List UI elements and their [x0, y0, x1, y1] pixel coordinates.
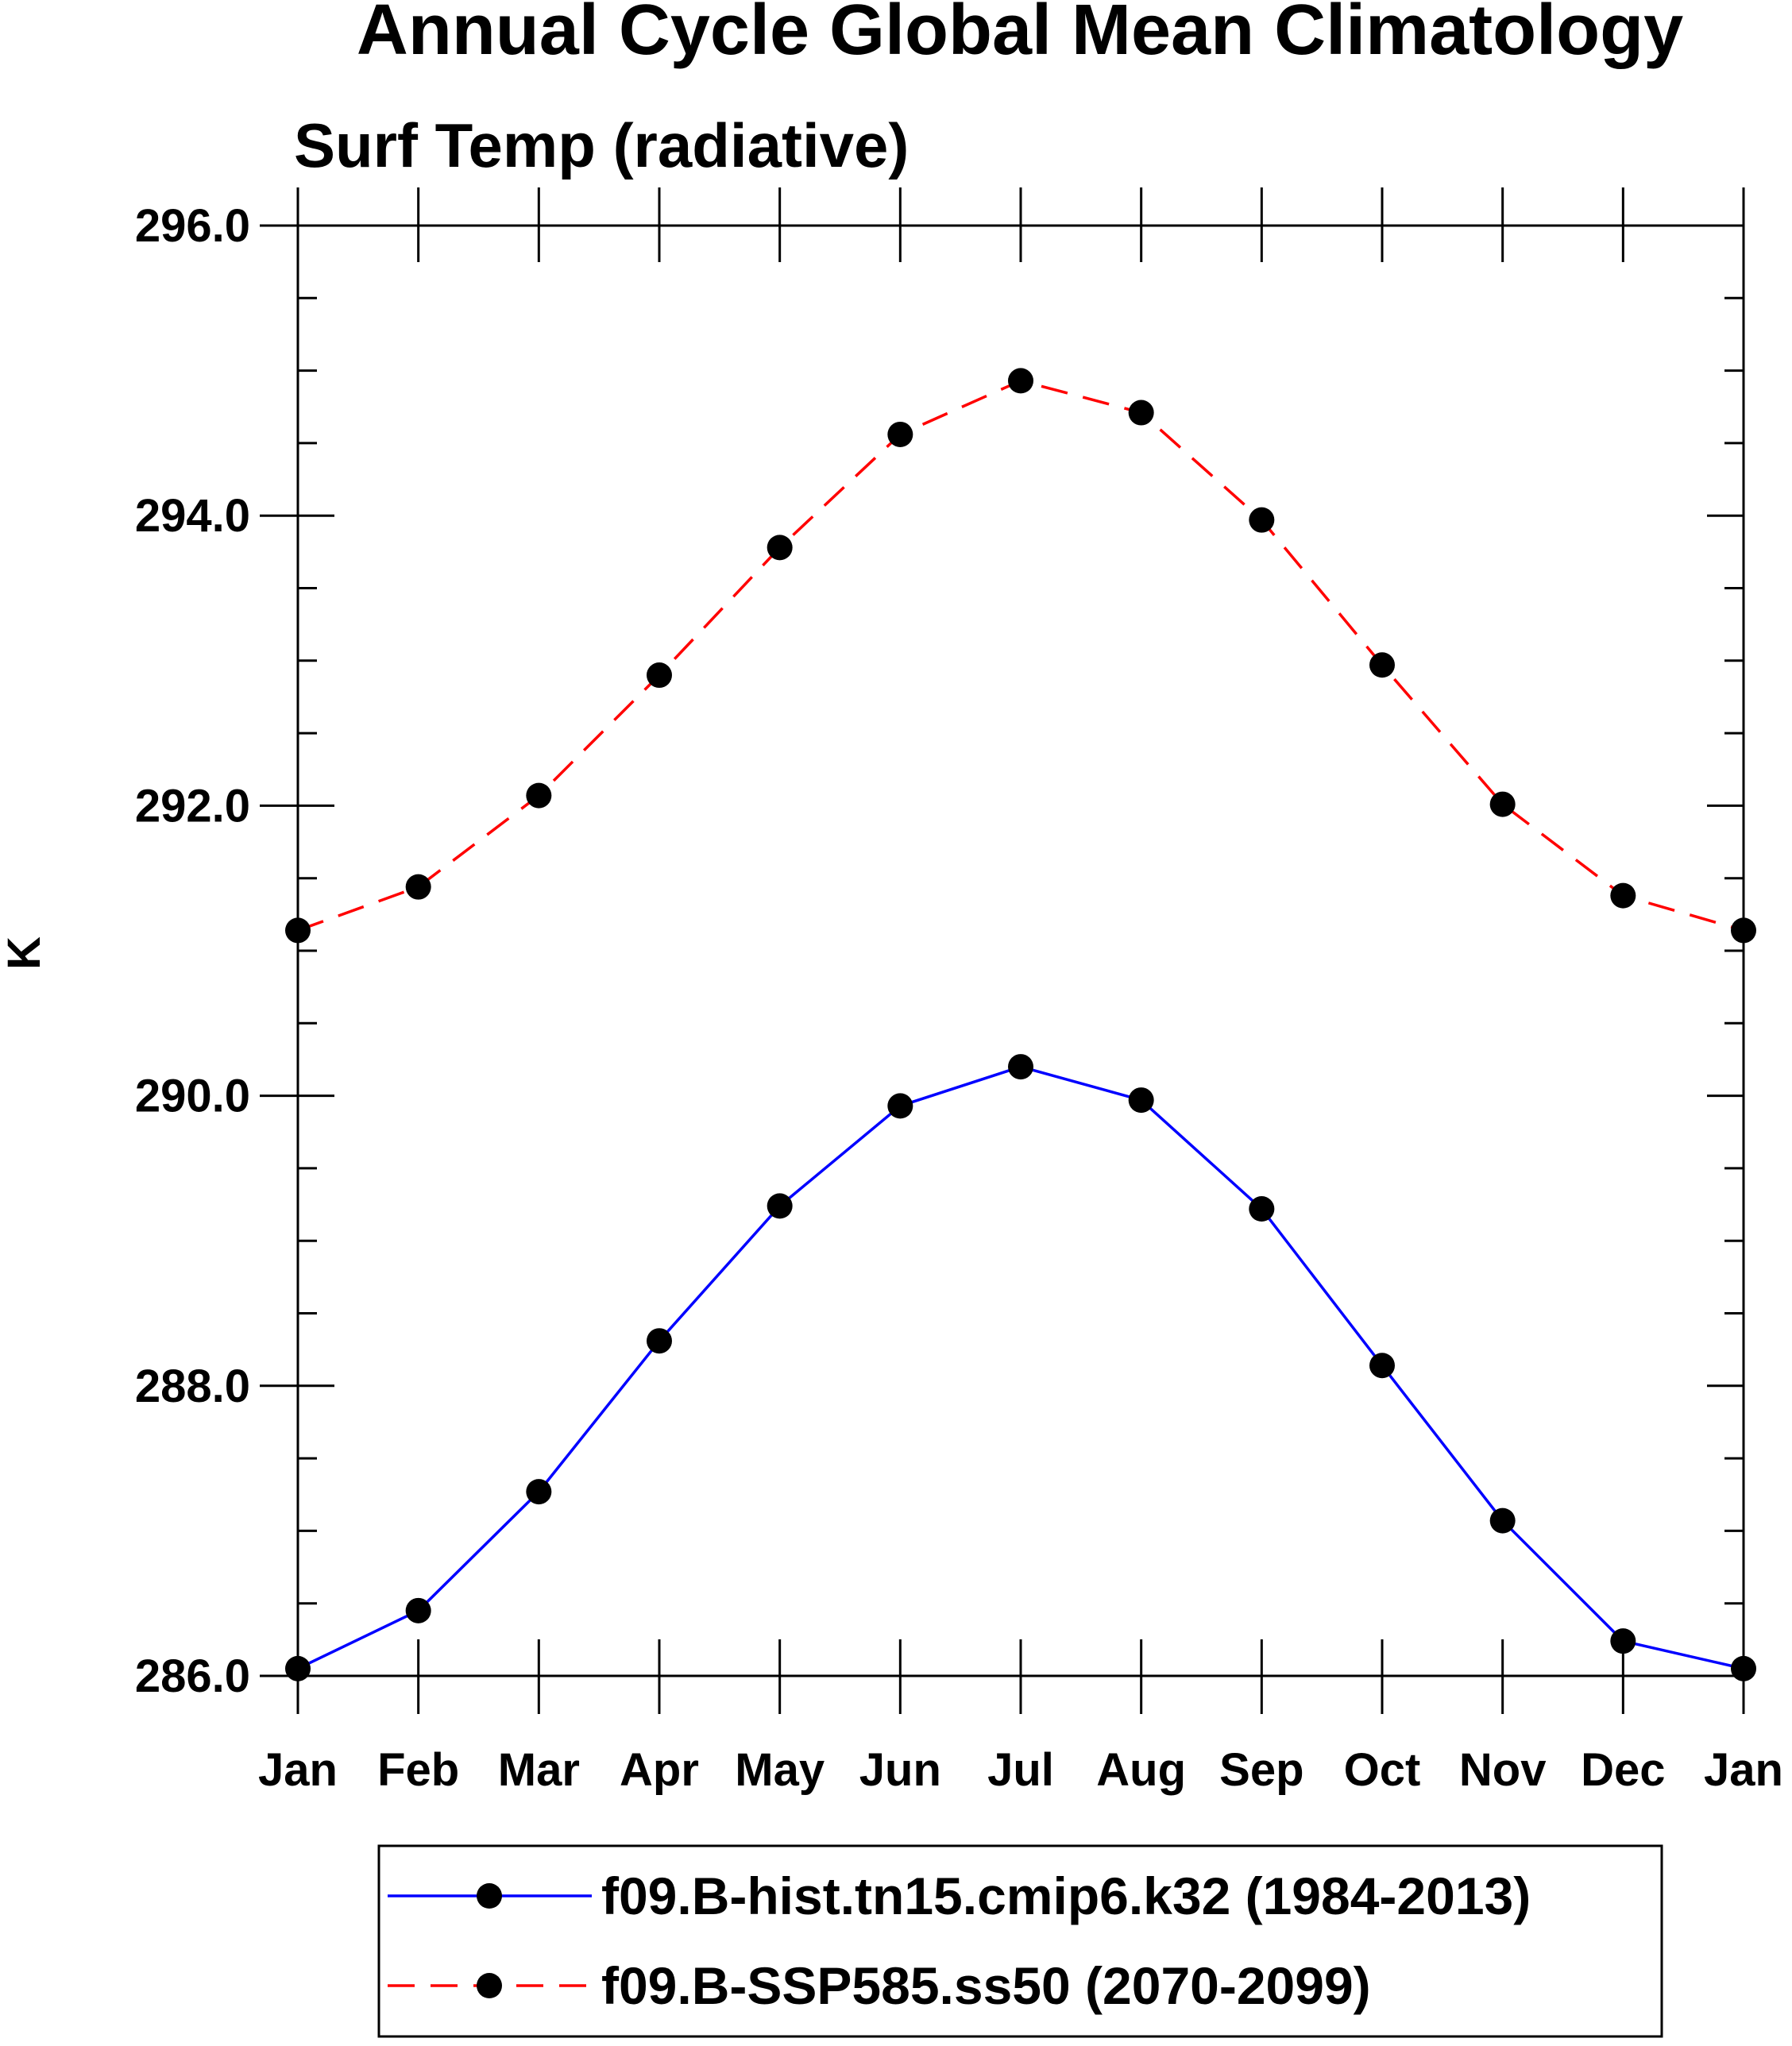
x-tick-label: Jan [1704, 1744, 1783, 1796]
plot-frame [296, 224, 1745, 1677]
legend-label-hist: f09.B-hist.tn15.cmip6.k32 (1984-2013) [601, 1866, 1531, 1925]
legend-marker-hist [477, 1883, 502, 1909]
legend-box [377, 1844, 1663, 2038]
y-tick-label: 296.0 [135, 200, 250, 252]
series-0-point [1731, 1655, 1756, 1681]
axis-ticks: 286.0 288.0 290.0 292.0 294.0 296.0 Jan Feb Mar A… [135, 187, 1783, 1796]
series-1-point [526, 782, 552, 809]
x-tick-label: Dec [1581, 1744, 1665, 1796]
series-0-point [1008, 1054, 1033, 1080]
series-0-point [1249, 1196, 1275, 1222]
x-tick-label: Nov [1459, 1744, 1547, 1796]
series-0-point [526, 1479, 552, 1505]
series-1-point [1489, 791, 1516, 817]
y-tick-label: 290.0 [135, 1071, 250, 1122]
series-0-point [1610, 1628, 1636, 1654]
y-tick-label: 294.0 [135, 490, 250, 542]
x-tick-label: Jan [258, 1744, 338, 1796]
chart-title: Annual Cycle Global Mean Climatology [357, 0, 1683, 70]
x-tick-label: Mar [498, 1744, 580, 1796]
x-tick-label: Apr [620, 1744, 699, 1796]
series-0-point [767, 1193, 793, 1219]
series-0-point [1489, 1507, 1516, 1534]
x-tick-label: Jun [859, 1744, 941, 1796]
y-tick-label: 292.0 [135, 780, 250, 832]
series-1-point [1128, 400, 1154, 426]
series-1-point [285, 917, 311, 944]
legend-label-ssp585: f09.B-SSP585.ss50 (2070-2099) [601, 1956, 1371, 2015]
chart-subtitle: Surf Temp (radiative) [294, 110, 909, 180]
series-0-point [1369, 1353, 1395, 1379]
y-axis-label: K [0, 936, 50, 970]
series-0-point [285, 1655, 311, 1681]
y-tick-label: 288.0 [135, 1361, 250, 1412]
series-line-0 [297, 1065, 1744, 1670]
y-tick-label: 286.0 [135, 1650, 250, 1702]
series-1-point [1369, 652, 1395, 678]
series-1-point [1731, 917, 1756, 944]
series-0-point [1128, 1087, 1154, 1114]
x-tick-label: May [735, 1744, 825, 1796]
series-0-point [405, 1597, 431, 1623]
series-1-point [1249, 507, 1275, 533]
series-1-point [887, 421, 913, 447]
series-1-point [647, 662, 672, 689]
x-tick-label: Jul [987, 1744, 1054, 1796]
x-tick-label: Aug [1096, 1744, 1186, 1796]
series-0-point [647, 1328, 672, 1354]
series-1-point [1008, 368, 1033, 394]
series-0-point [887, 1093, 913, 1119]
legend-marker-ssp585 [477, 1973, 502, 1998]
legend: f09.B-hist.tn15.cmip6.k32 (1984-2013) f0… [377, 1844, 1663, 2038]
series-1-point [405, 874, 431, 900]
series-1-point [767, 535, 793, 561]
series-line-1 [297, 379, 1744, 932]
series-1-point [1610, 882, 1636, 909]
x-tick-label: Feb [377, 1744, 459, 1796]
x-tick-label: Oct [1344, 1744, 1421, 1796]
series-layer [285, 368, 1756, 1681]
x-tick-label: Sep [1219, 1744, 1303, 1796]
